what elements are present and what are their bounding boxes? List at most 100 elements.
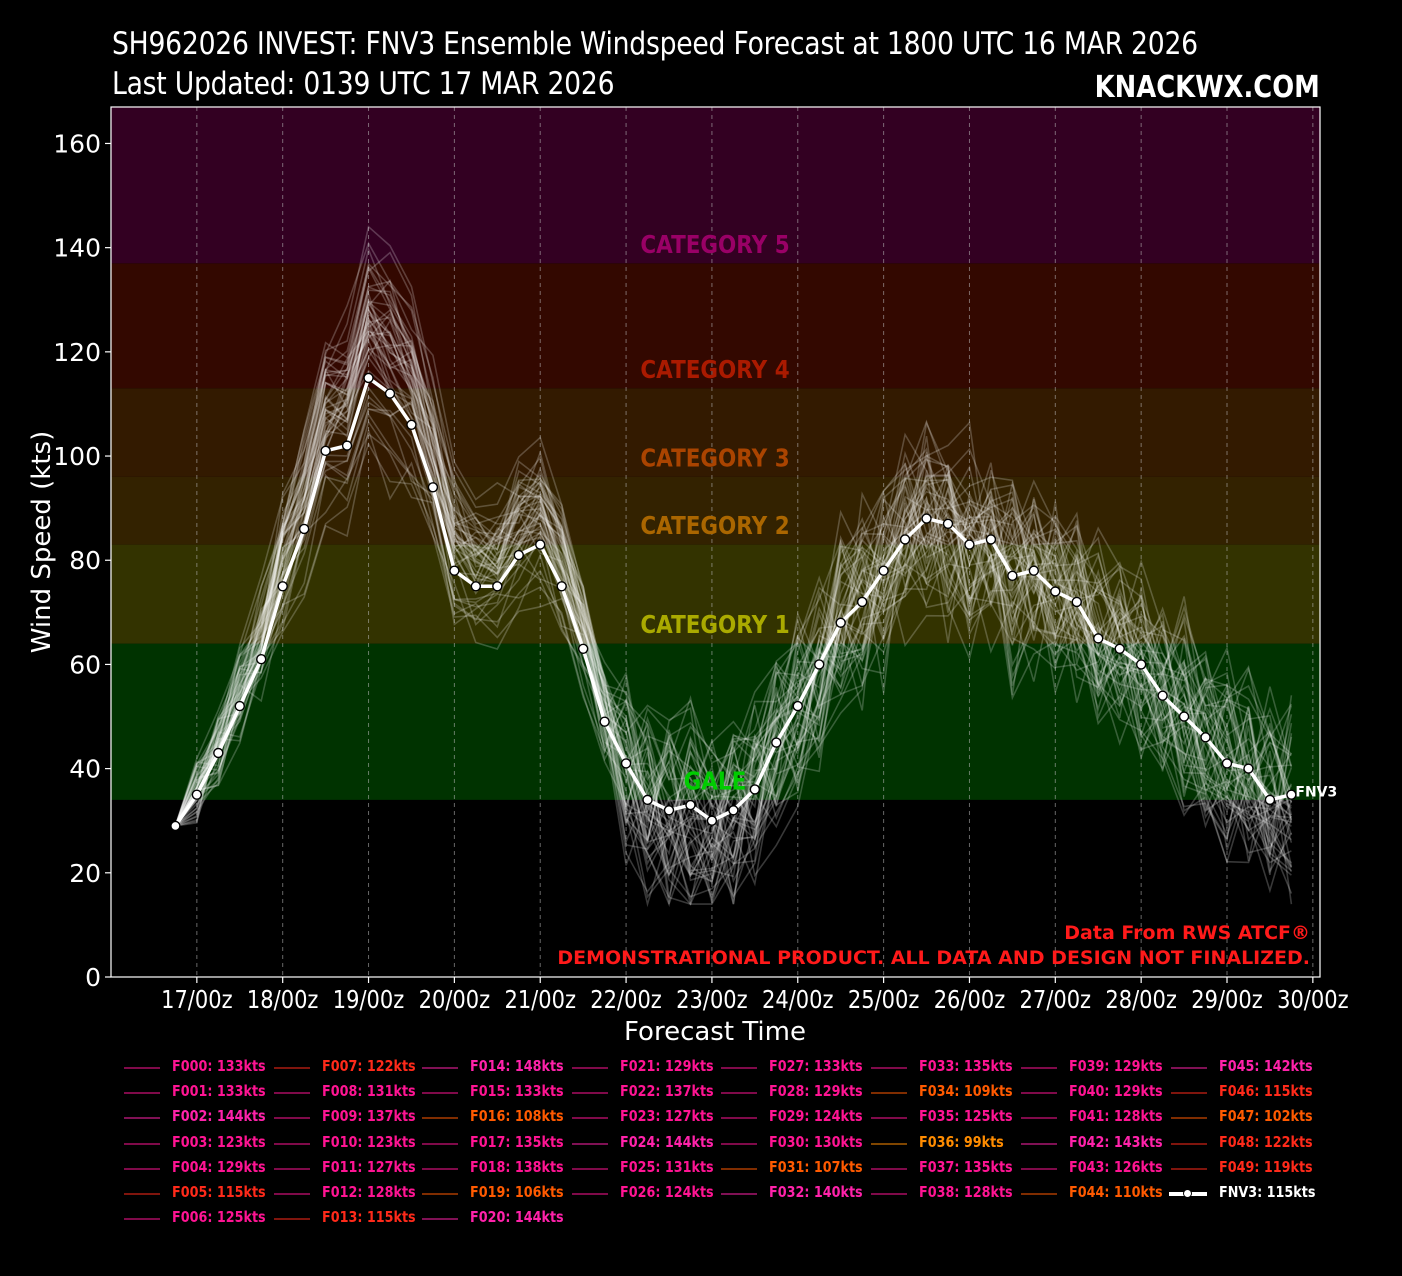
legend-item-f046: F046: 115kts	[1165, 1080, 1315, 1105]
ensemble-line-f029	[175, 319, 1293, 882]
legend-label: F024: 144kts	[620, 1132, 714, 1151]
fnv3-point	[256, 654, 267, 665]
legend-label: F034: 109kts	[919, 1082, 1013, 1101]
ensemble-line-f007	[174, 337, 1293, 899]
legend-label: F020: 144kts	[470, 1208, 564, 1227]
ensemble-line-f012	[174, 308, 1293, 884]
legend-item-f004: F004: 129kts	[118, 1156, 268, 1181]
legend-marker	[1183, 1188, 1192, 1198]
fnv3-point	[599, 716, 610, 727]
brand-logo-text: KNACKWX.COM	[1094, 70, 1320, 105]
legend-swatch	[274, 1117, 310, 1120]
legend-swatch	[124, 1117, 160, 1120]
legend-item-f012: F012: 128kts	[268, 1181, 418, 1206]
fnv3-point	[363, 372, 374, 384]
ensemble-line-f040	[174, 297, 1293, 862]
legend-swatch	[1171, 1167, 1207, 1170]
ensemble-line-f002	[174, 246, 1293, 827]
legend-item-f033: F033: 135kts	[865, 1055, 1015, 1080]
x-tick-label: 17/00z	[161, 986, 233, 1014]
vertical-grid	[196, 107, 1314, 977]
legend-item-f047: F047: 102kts	[1165, 1105, 1315, 1130]
ensemble-line-f003	[174, 369, 1292, 872]
legend-item-f023: F023: 127kts	[566, 1105, 716, 1130]
ensemble-line-f049	[174, 346, 1292, 905]
legend-swatch	[572, 1067, 608, 1069]
legend-swatch	[871, 1092, 907, 1095]
legend-label: F026: 124kts	[620, 1182, 714, 1201]
legend-swatch	[274, 1192, 310, 1195]
fnv3-point	[921, 513, 932, 524]
legend-label: F018: 138kts	[470, 1157, 564, 1176]
legend-label: F013: 115kts	[322, 1208, 416, 1227]
ensemble-line-f045	[174, 289, 1293, 905]
y-tick-label: 100	[53, 442, 101, 471]
legend-swatch	[124, 1092, 160, 1095]
legend-swatch	[422, 1167, 458, 1170]
legend-item-f038: F038: 128kts	[865, 1181, 1015, 1206]
legend-column: F039: 129kts F040: 129kts F041: 128kts F042…	[1015, 1055, 1165, 1206]
ensemble-line-f030	[174, 290, 1293, 905]
fnv3-point	[492, 581, 503, 592]
legend-item-f020: F020: 144kts	[416, 1206, 566, 1231]
legend-label: F032: 140kts	[769, 1182, 863, 1201]
fnv3-point	[213, 747, 224, 759]
fnv3-point	[406, 419, 417, 430]
ensemble-line-f017	[174, 265, 1293, 828]
fnv3-point	[1050, 586, 1061, 597]
legend-swatch	[124, 1167, 160, 1170]
fnv3-point	[1093, 633, 1104, 644]
fnv3-point	[1071, 596, 1082, 608]
fnv3-point	[792, 700, 803, 712]
fnv3-point	[749, 784, 761, 795]
legend-swatch	[572, 1167, 608, 1170]
ensemble-line-f039	[175, 331, 1293, 876]
legend-swatch	[274, 1218, 310, 1221]
legend-swatch	[422, 1067, 458, 1069]
legend-item-f013: F013: 115kts	[268, 1206, 418, 1231]
legend-swatch	[871, 1167, 907, 1170]
legend-label: F005: 115kts	[172, 1182, 266, 1201]
legend-label: F022: 137kts	[620, 1082, 714, 1101]
legend-label: F014: 148kts	[470, 1057, 564, 1075]
ensemble-line-f016	[174, 432, 1293, 861]
fnv3-point	[277, 581, 288, 592]
legend-label: F019: 106kts	[470, 1182, 564, 1201]
fnv3-point	[899, 534, 911, 545]
band-label-category-4: CATEGORY 4	[640, 355, 789, 384]
legend-swatch	[721, 1192, 757, 1195]
fnv3-mean-line: FNV3	[170, 372, 1337, 832]
legend-swatch	[1021, 1142, 1057, 1145]
fnv3-point	[856, 596, 868, 608]
legend-swatch	[1171, 1067, 1207, 1069]
fnv3-point	[1028, 565, 1040, 576]
legend-column: F000: 133kts F001: 133kts F002: 144kts F003…	[118, 1055, 268, 1231]
legend-item-f042: F042: 143kts	[1015, 1131, 1165, 1156]
legend-label: F010: 123kts	[322, 1132, 416, 1151]
legend-label: F031: 107kts	[769, 1157, 863, 1176]
ensemble-line-f006	[174, 312, 1292, 870]
legend-label: F027: 133kts	[769, 1057, 863, 1075]
legend-swatch	[422, 1192, 458, 1195]
axes: 0 20 40 60 80 100 120 140 160 17/00z 18/00z 19/00z 2…	[53, 106, 1349, 1014]
ensemble-line-f027	[175, 300, 1292, 870]
ensemble-line-f010	[174, 348, 1292, 906]
legend-swatch	[871, 1142, 907, 1145]
data-source-note: Data From RWS ATCF®	[1064, 922, 1310, 944]
ensemble-line-f009	[174, 286, 1293, 827]
legend-item-f027: F027: 133kts	[715, 1055, 865, 1080]
legend-label: F038: 128kts	[919, 1182, 1013, 1201]
ensemble-line-f034	[174, 408, 1293, 884]
legend-swatch	[422, 1092, 458, 1095]
ensemble-line-f008	[174, 317, 1293, 861]
legend-label: F030: 130kts	[769, 1132, 863, 1151]
legend-item-f024: F024: 144kts	[566, 1131, 716, 1156]
legend-label: F006: 125kts	[172, 1208, 266, 1227]
legend-label: F007: 122kts	[322, 1057, 416, 1075]
legend-item-f036: F036: 99kts	[865, 1131, 1015, 1156]
legend-swatch	[274, 1067, 310, 1069]
legend-item-f039: F039: 129kts	[1015, 1055, 1165, 1080]
ensemble-line-f047	[174, 441, 1292, 908]
band-category-1	[111, 544, 1320, 644]
legend-item-f041: F041: 128kts	[1015, 1105, 1165, 1130]
